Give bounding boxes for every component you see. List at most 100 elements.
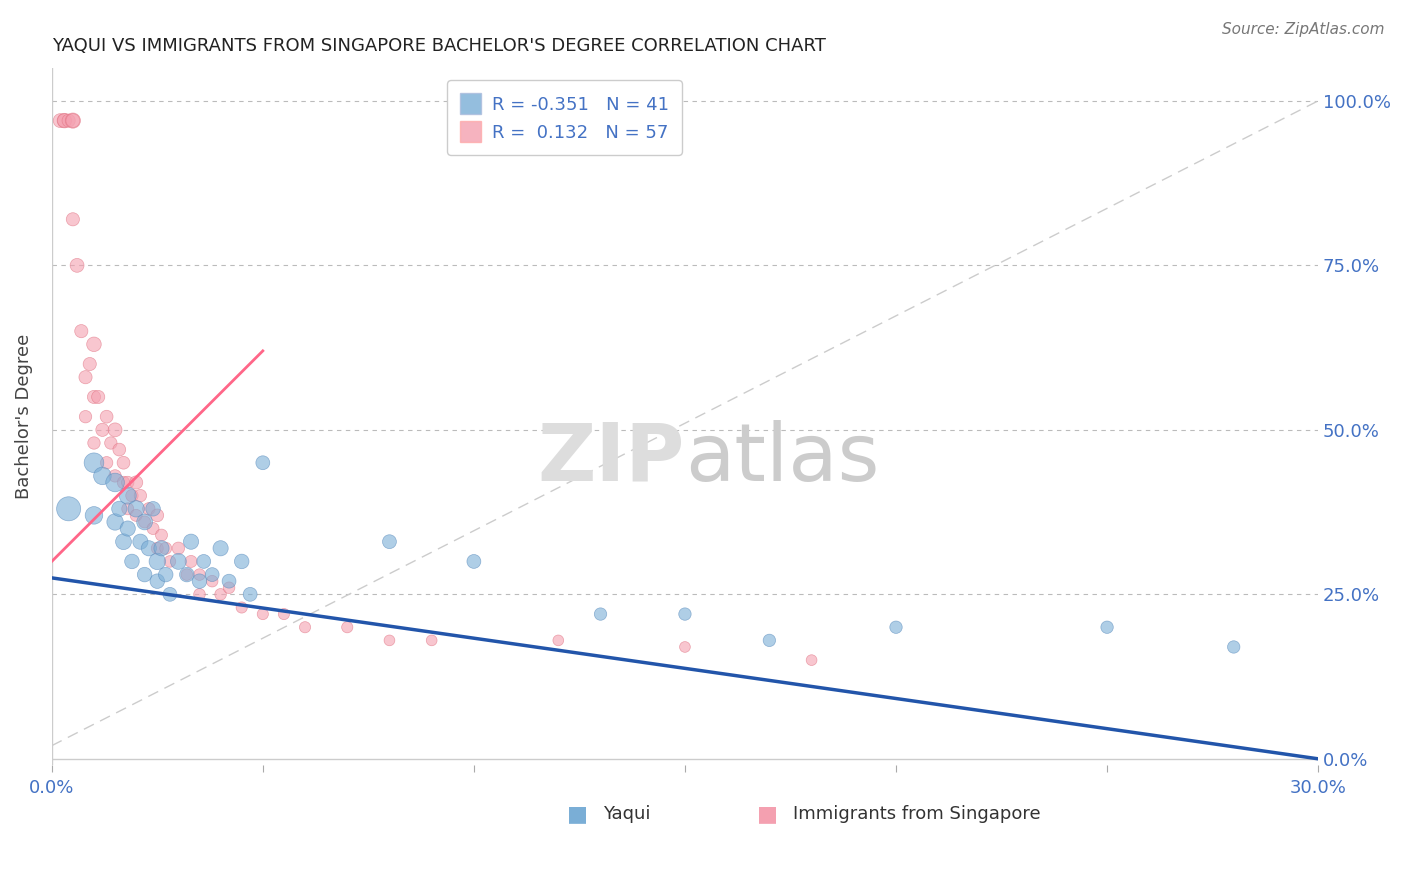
Point [108, 442, 131, 457]
Point [188, 567, 211, 582]
Point [378, 633, 401, 648]
Text: Immigrants from Singapore: Immigrants from Singapore [793, 805, 1040, 823]
Point [66, 258, 89, 272]
Point [134, 567, 156, 582]
Point [96, 456, 118, 470]
Point [83, 337, 105, 351]
Point [209, 541, 232, 556]
Point [176, 567, 198, 582]
Point [231, 600, 253, 615]
Point [112, 534, 135, 549]
Point [58, 501, 80, 516]
Point [167, 541, 190, 556]
Point [188, 574, 211, 589]
Point [150, 541, 173, 556]
Point [83, 436, 105, 450]
Point [218, 574, 240, 589]
Point [180, 554, 202, 568]
Point [121, 554, 143, 568]
Point [176, 567, 198, 582]
Point [673, 640, 696, 654]
Point [252, 607, 274, 621]
Point [239, 587, 262, 601]
Point [180, 534, 202, 549]
Point [142, 522, 165, 536]
Point [104, 475, 127, 490]
Point [146, 541, 169, 556]
Point [117, 522, 139, 536]
Text: YAQUI VS IMMIGRANTS FROM SINGAPORE BACHELOR'S DEGREE CORRELATION CHART: YAQUI VS IMMIGRANTS FROM SINGAPORE BACHE… [52, 37, 825, 55]
Point [209, 587, 232, 601]
Point [100, 436, 122, 450]
Point [138, 501, 160, 516]
Text: Source: ZipAtlas.com: Source: ZipAtlas.com [1222, 22, 1385, 37]
Point [378, 534, 401, 549]
Point [273, 607, 295, 621]
Point [188, 587, 211, 601]
Point [104, 515, 127, 529]
Point [159, 554, 181, 568]
Point [125, 475, 148, 490]
Point [104, 469, 127, 483]
Point [83, 390, 105, 404]
Point [112, 475, 135, 490]
Point [75, 409, 97, 424]
Point [62, 212, 84, 227]
Point [252, 456, 274, 470]
Point [884, 620, 907, 634]
Point [193, 554, 215, 568]
Point [70, 324, 93, 338]
Point [58, 113, 80, 128]
Point [231, 554, 253, 568]
Point [155, 541, 177, 556]
Point [83, 456, 105, 470]
Point [104, 423, 127, 437]
Point [53, 113, 76, 128]
Point [758, 633, 780, 648]
Point [117, 501, 139, 516]
Point [75, 370, 97, 384]
Point [294, 620, 316, 634]
Point [155, 567, 177, 582]
Point [134, 515, 156, 529]
Text: ■: ■ [756, 805, 778, 824]
Legend: R = -0.351   N = 41, R =  0.132   N = 57: R = -0.351 N = 41, R = 0.132 N = 57 [447, 80, 682, 154]
Point [1222, 640, 1244, 654]
Point [108, 501, 131, 516]
Point [91, 469, 114, 483]
Point [1095, 620, 1118, 634]
Point [125, 501, 148, 516]
Point [142, 501, 165, 516]
Point [201, 574, 224, 589]
Point [146, 508, 169, 523]
Point [83, 508, 105, 523]
Point [547, 633, 569, 648]
Point [62, 113, 84, 128]
Point [49, 113, 72, 128]
Text: Yaqui: Yaqui [603, 805, 650, 823]
Point [79, 357, 101, 371]
Point [336, 620, 359, 634]
Point [53, 113, 76, 128]
Point [117, 489, 139, 503]
Point [129, 489, 152, 503]
Point [159, 587, 181, 601]
Text: atlas: atlas [685, 419, 879, 498]
Point [62, 113, 84, 128]
Point [146, 574, 169, 589]
Point [673, 607, 696, 621]
Point [91, 423, 114, 437]
Point [150, 528, 173, 542]
Y-axis label: Bachelor's Degree: Bachelor's Degree [15, 334, 32, 500]
Point [218, 581, 240, 595]
Point [87, 390, 110, 404]
Text: ■: ■ [567, 805, 588, 824]
Point [96, 409, 118, 424]
Point [138, 541, 160, 556]
Point [463, 554, 485, 568]
Point [125, 508, 148, 523]
Point [420, 633, 443, 648]
Point [129, 534, 152, 549]
Point [112, 456, 135, 470]
Point [134, 515, 156, 529]
